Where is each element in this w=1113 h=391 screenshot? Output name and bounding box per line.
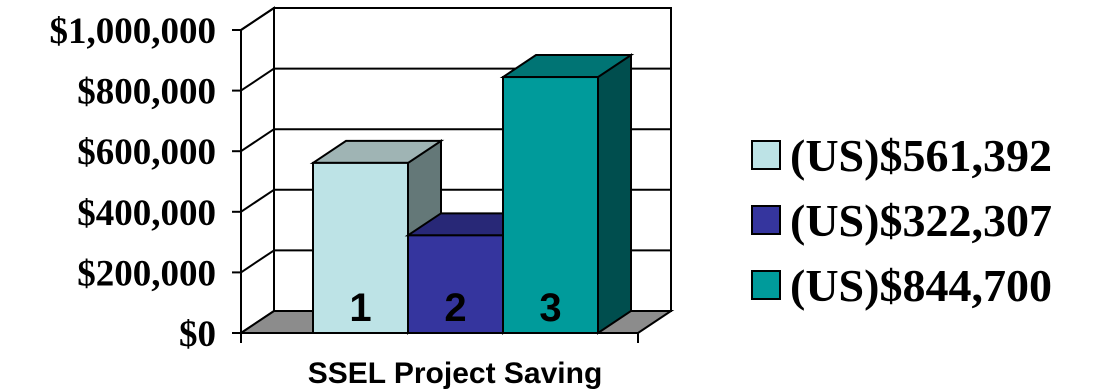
legend-label: (US)$322,307	[790, 195, 1052, 246]
y-tick-labels: $0 $200,000 $400,000 $600,000 $800,000 $1,000…	[50, 11, 217, 355]
legend-item: (US)$561,392	[751, 130, 1052, 181]
legend-swatch	[751, 205, 781, 235]
legend-swatch	[751, 270, 781, 300]
legend-label: (US)$844,700	[790, 260, 1052, 311]
legend: (US)$561,392 (US)$322,307 (US)$844,700	[751, 130, 1052, 311]
gridline-side	[240, 67, 275, 92]
legend-item: (US)$322,307	[751, 195, 1052, 246]
bar-front	[407, 234, 504, 334]
y-tick-label: $0	[179, 314, 216, 355]
y-tick-label: $1,000,000	[50, 11, 217, 52]
y-tick-label: $400,000	[77, 193, 216, 234]
bar-front	[312, 161, 409, 334]
bar-label: 3	[539, 286, 561, 330]
y-tick-label: $800,000	[77, 72, 216, 113]
bar-side	[597, 53, 632, 335]
bar-label: 1	[349, 286, 371, 330]
gridline-side	[240, 249, 275, 274]
bar-label: 2	[444, 286, 466, 330]
side-wall	[240, 6, 275, 335]
legend-swatch	[751, 140, 781, 170]
legend-label: (US)$561,392	[790, 130, 1052, 181]
gridline-side	[240, 188, 275, 213]
bar-front	[502, 76, 599, 335]
gridline-side	[240, 128, 275, 153]
x-axis-label: SSEL Project Saving	[308, 357, 603, 390]
y-tick-label: $600,000	[77, 132, 216, 173]
bars: 1 2 3	[309, 53, 635, 335]
gridline-side	[240, 7, 275, 31]
y-tick-label: $200,000	[77, 253, 216, 294]
bar: 3	[499, 53, 635, 335]
legend-item: (US)$844,700	[751, 260, 1052, 311]
